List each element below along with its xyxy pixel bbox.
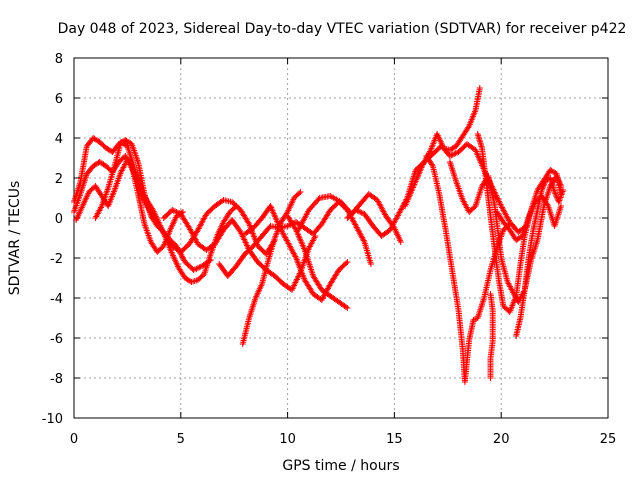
data-point: [540, 184, 546, 191]
y-tick-label: 6: [55, 92, 63, 107]
data-point: [476, 85, 483, 91]
series-s12: [402, 85, 483, 209]
data-point: [367, 261, 374, 267]
series-s16: [487, 291, 496, 381]
x-tick-label: 20: [493, 432, 510, 447]
y-tick-label: -10: [42, 412, 63, 427]
y-tick-label: 4: [55, 132, 63, 147]
y-tick-label: 8: [55, 52, 63, 67]
series-s8: [241, 203, 351, 303]
series-s6: [216, 199, 374, 279]
data-point: [541, 181, 548, 188]
x-tick-label: 10: [279, 432, 296, 447]
data-point: [172, 208, 179, 215]
ticks: [73, 57, 609, 419]
data-point: [175, 209, 181, 216]
data-point: [344, 259, 351, 265]
y-tick-label: -8: [50, 372, 63, 387]
data-point: [355, 208, 362, 215]
series-s17: [513, 175, 567, 339]
data-point: [296, 190, 303, 197]
data-point: [169, 207, 176, 213]
chart-title: Day 048 of 2023, Sidereal Day-to-day VTE…: [58, 21, 627, 37]
x-axis-label: GPS time / hours: [282, 458, 399, 474]
data-point: [558, 203, 564, 209]
data-point: [397, 239, 404, 245]
y-tick-label: -4: [50, 292, 63, 307]
data-point: [194, 265, 201, 271]
data-point: [297, 189, 304, 195]
series-s4: [92, 139, 240, 285]
x-tick-label: 5: [177, 432, 185, 447]
x-tick-label: 15: [386, 432, 403, 447]
data-point: [357, 209, 364, 215]
data-point: [344, 305, 351, 311]
data-point: [487, 375, 494, 381]
series-s18: [493, 193, 564, 243]
y-tick-label: -2: [50, 252, 63, 267]
data-point: [343, 304, 349, 310]
data-point: [170, 207, 177, 214]
data-point: [448, 152, 455, 159]
data-point: [552, 191, 559, 198]
grid: [74, 58, 608, 418]
data-point: [343, 260, 350, 267]
data-point: [190, 267, 197, 273]
data-point: [449, 151, 456, 158]
y-axis-label: SDTVAR / TECUs: [7, 181, 23, 296]
data-point: [560, 187, 567, 193]
y-tick-label: 0: [55, 212, 63, 227]
data-point: [506, 221, 513, 227]
y-tick-label: -6: [50, 332, 63, 347]
data-points: [71, 85, 567, 385]
data-point: [353, 207, 359, 213]
data-point: [544, 201, 551, 208]
data-point: [196, 264, 203, 271]
y-tick-label: 2: [55, 172, 63, 187]
data-point: [551, 189, 558, 195]
data-point: [233, 203, 240, 209]
data-point: [354, 207, 361, 214]
series-s13: [423, 153, 513, 385]
y-tick-labels: -10 -8 -6 -4 -2 0 2 4 6 8: [42, 52, 63, 427]
plot-frame: [73, 57, 609, 419]
data-point: [428, 161, 435, 168]
x-tick-label: 0: [70, 432, 78, 447]
x-tick-label: 25: [600, 432, 617, 447]
data-point: [540, 182, 547, 189]
data-point: [538, 187, 545, 193]
data-point: [284, 223, 291, 229]
data-point: [232, 204, 239, 211]
data-point: [451, 151, 458, 157]
x-tick-labels: 0 5 10 15 20 25: [70, 432, 616, 447]
data-point: [193, 265, 200, 272]
data-point: [471, 316, 478, 323]
